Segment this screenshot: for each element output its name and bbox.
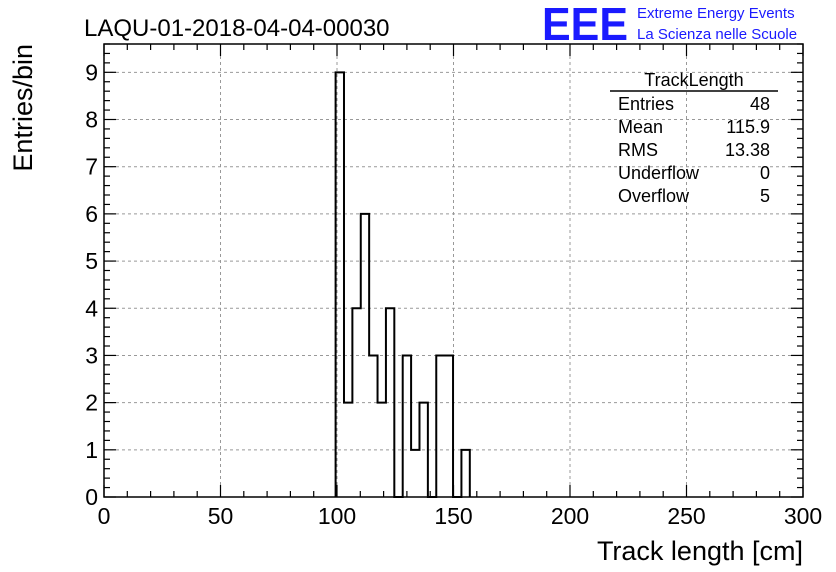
run-title: LAQU-01-2018-04-04-00030	[84, 15, 390, 42]
stats-row-value: 115.9	[726, 117, 770, 137]
y-tick-label: 3	[85, 342, 98, 368]
y-axis-title: Entries/bin	[8, 44, 38, 172]
y-tick-label: 1	[85, 437, 98, 463]
stats-row-label: Mean	[618, 117, 663, 137]
stats-row-value: 48	[750, 94, 770, 114]
x-tick-label: 300	[784, 503, 822, 529]
stats-row-label: Underflow	[618, 163, 700, 183]
x-tick-label: 50	[208, 503, 234, 529]
histogram-bin	[411, 450, 419, 497]
stats-row-label: Entries	[618, 94, 674, 114]
x-tick-label: 100	[318, 503, 356, 529]
histogram-bars	[334, 71, 471, 498]
stats-row-label: RMS	[618, 140, 658, 160]
histogram-bin	[461, 450, 469, 497]
histogram-outline	[334, 71, 471, 498]
grid-lines	[104, 44, 803, 497]
stats-box-title: TrackLength	[644, 70, 743, 90]
y-tick-label: 9	[85, 59, 98, 85]
x-tick-label: 150	[434, 503, 472, 529]
y-tick-label: 8	[85, 107, 98, 133]
histogram-bin	[369, 355, 377, 497]
y-tick-label: 6	[85, 201, 98, 227]
stats-row-label: Overflow	[618, 186, 690, 206]
histogram-bin	[445, 355, 453, 497]
logo-line-1: Extreme Energy Events	[637, 5, 795, 22]
y-tick-label: 2	[85, 390, 98, 416]
x-tick-label: 200	[551, 503, 589, 529]
stats-row-value: 5	[760, 186, 770, 206]
y-tick-label: 5	[85, 248, 98, 274]
stats-row-value: 13.38	[725, 140, 770, 160]
stats-rows: Entries 48 Mean 115.9 RMS 13.38 Underflow 0 Over…	[618, 94, 770, 206]
stats-row-value: 0	[760, 163, 770, 183]
logo-line-2: La Scienza nelle Scuole	[637, 26, 797, 43]
y-tick-label: 7	[85, 154, 98, 180]
y-tick-label: 4	[85, 295, 98, 321]
x-tick-label: 0	[98, 503, 111, 529]
stats-box: TrackLength Entries 48 Mean 115.9 RMS 13.38 Un…	[610, 70, 778, 206]
histogram-bin	[403, 355, 411, 497]
x-axis-title: Track length [cm]	[597, 536, 803, 566]
y-tick-label: 0	[85, 484, 98, 510]
histogram-bin	[436, 355, 444, 497]
eee-logo: EEE	[542, 0, 628, 50]
x-tick-label: 250	[667, 503, 705, 529]
